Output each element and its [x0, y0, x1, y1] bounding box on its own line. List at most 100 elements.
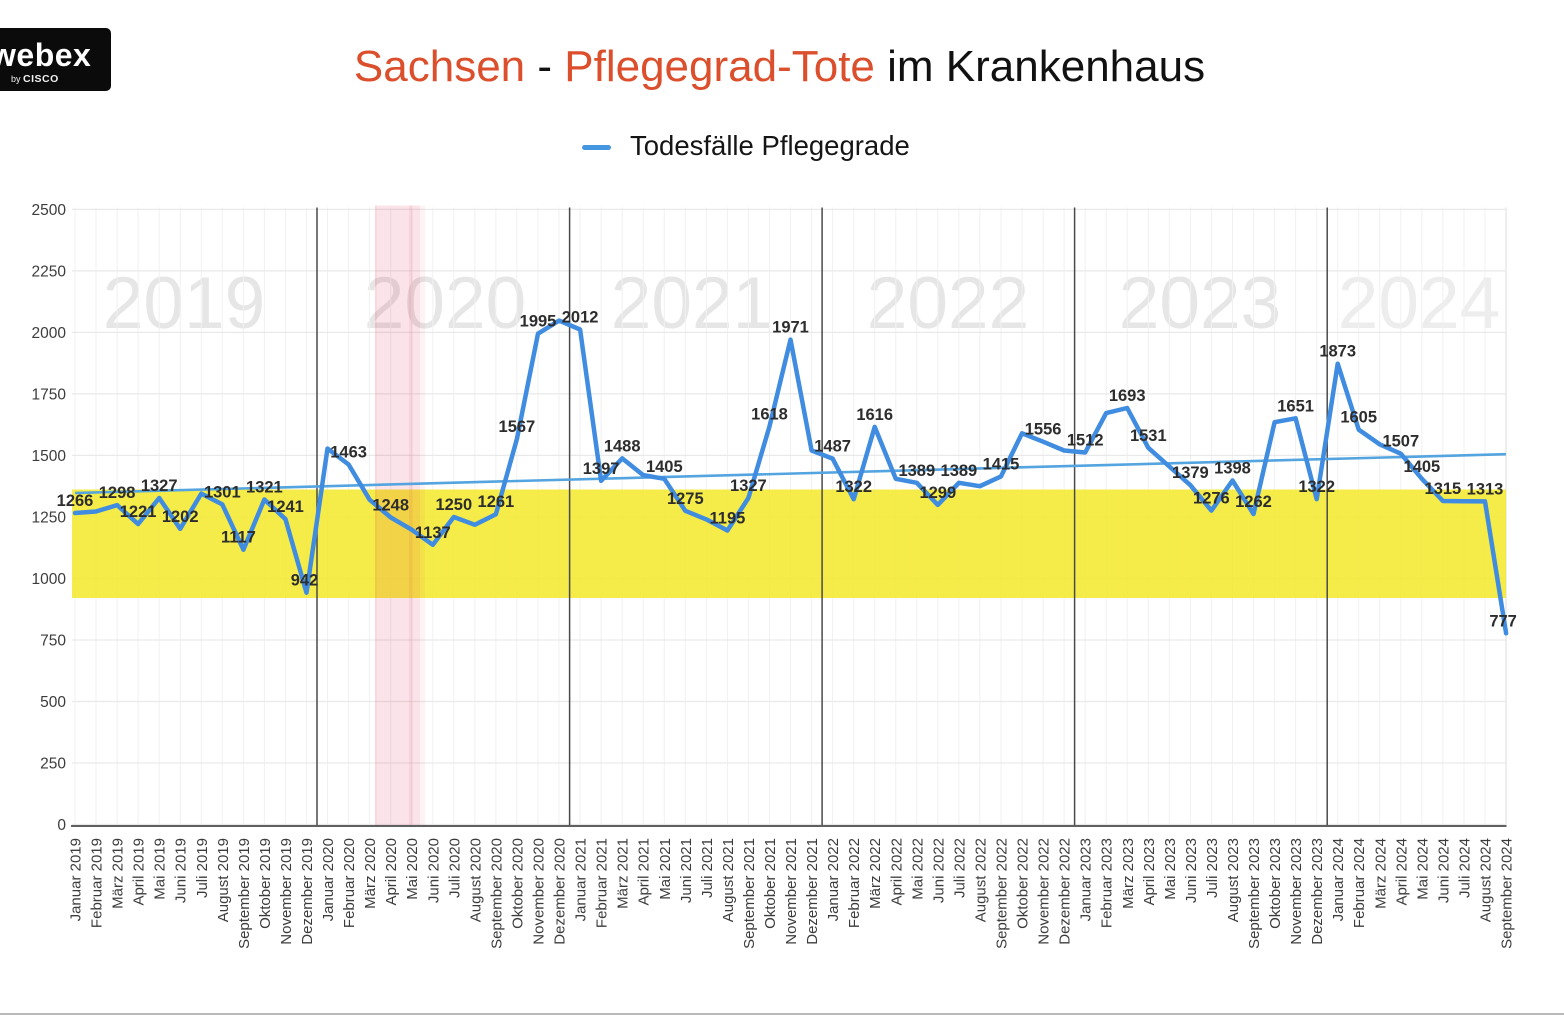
svg-text:September 2022: September 2022	[994, 838, 1011, 949]
svg-text:März 2021: März 2021	[615, 838, 632, 909]
svg-text:Oktober 2022: Oktober 2022	[1015, 838, 1032, 929]
svg-text:2021: 2021	[611, 263, 773, 344]
svg-text:März 2024: März 2024	[1372, 838, 1389, 909]
svg-text:750: 750	[40, 633, 66, 650]
svg-text:1995: 1995	[520, 313, 557, 331]
svg-text:November 2023: November 2023	[1288, 838, 1305, 945]
svg-text:1605: 1605	[1340, 409, 1377, 427]
svg-text:August 2024: August 2024	[1478, 838, 1495, 922]
svg-text:1512: 1512	[1067, 432, 1104, 450]
svg-text:Februar 2024: Februar 2024	[1351, 838, 1368, 928]
svg-text:Dezember 2022: Dezember 2022	[1057, 838, 1074, 945]
svg-text:1221: 1221	[120, 503, 157, 521]
svg-text:Juni 2019: Juni 2019	[173, 838, 190, 903]
svg-text:Februar 2021: Februar 2021	[594, 838, 611, 928]
svg-text:1616: 1616	[856, 406, 893, 424]
svg-text:1298: 1298	[99, 484, 136, 502]
svg-text:1463: 1463	[330, 444, 367, 462]
svg-text:1397: 1397	[583, 460, 620, 478]
svg-text:August 2023: August 2023	[1225, 838, 1242, 922]
svg-text:Dezember 2019: Dezember 2019	[299, 838, 316, 945]
svg-text:Juli 2024: Juli 2024	[1457, 838, 1474, 898]
svg-text:Juni 2022: Juni 2022	[930, 838, 947, 903]
svg-text:2012: 2012	[562, 309, 599, 327]
svg-text:1248: 1248	[372, 496, 409, 514]
svg-text:Juni 2021: Juni 2021	[678, 838, 695, 903]
svg-text:April 2022: April 2022	[888, 838, 905, 906]
svg-text:April 2024: April 2024	[1393, 838, 1410, 906]
svg-text:April 2023: April 2023	[1141, 838, 1158, 906]
svg-text:1487: 1487	[814, 438, 851, 456]
svg-text:1266: 1266	[57, 492, 94, 510]
svg-text:1415: 1415	[983, 455, 1020, 473]
svg-text:August 2020: August 2020	[467, 838, 484, 922]
svg-text:September 2019: September 2019	[236, 838, 253, 949]
svg-text:1275: 1275	[667, 490, 704, 508]
svg-text:1315: 1315	[1425, 480, 1462, 498]
svg-text:1301: 1301	[204, 483, 241, 501]
svg-text:1195: 1195	[710, 510, 746, 528]
svg-text:1276: 1276	[1193, 490, 1230, 508]
svg-text:1261: 1261	[478, 493, 515, 511]
svg-text:1405: 1405	[646, 458, 683, 476]
svg-text:März 2020: März 2020	[362, 838, 379, 909]
svg-text:Dezember 2021: Dezember 2021	[804, 838, 821, 945]
svg-text:777: 777	[1489, 612, 1517, 630]
svg-text:2250: 2250	[32, 263, 67, 280]
svg-text:November 2020: November 2020	[531, 838, 548, 945]
svg-text:1567: 1567	[499, 418, 536, 436]
svg-text:1327: 1327	[141, 477, 178, 495]
svg-text:Mai 2019: Mai 2019	[152, 838, 169, 900]
svg-text:Mai 2023: Mai 2023	[1162, 838, 1179, 900]
svg-text:942: 942	[291, 572, 319, 590]
svg-text:1262: 1262	[1235, 493, 1272, 511]
svg-text:1750: 1750	[32, 386, 67, 403]
svg-text:Juli 2020: Juli 2020	[446, 838, 463, 898]
svg-text:1250: 1250	[32, 510, 67, 527]
svg-text:Juli 2022: Juli 2022	[951, 838, 968, 898]
svg-text:Oktober 2021: Oktober 2021	[762, 838, 779, 929]
svg-text:1507: 1507	[1382, 433, 1419, 451]
svg-text:1117: 1117	[221, 529, 256, 547]
svg-text:Juli 2023: Juli 2023	[1204, 838, 1221, 898]
svg-text:Januar 2024: Januar 2024	[1330, 838, 1347, 921]
svg-text:2500: 2500	[32, 202, 67, 219]
svg-text:März 2022: März 2022	[867, 838, 884, 909]
svg-text:Oktober 2023: Oktober 2023	[1267, 838, 1284, 929]
svg-text:September 2024: September 2024	[1499, 838, 1516, 949]
svg-text:Februar 2022: Februar 2022	[846, 838, 863, 928]
svg-text:1531: 1531	[1130, 427, 1167, 445]
svg-text:November 2019: November 2019	[278, 838, 295, 945]
svg-text:Mai 2020: Mai 2020	[404, 838, 421, 900]
svg-text:November 2021: November 2021	[783, 838, 800, 945]
svg-text:1556: 1556	[1025, 421, 1062, 439]
svg-text:1322: 1322	[1298, 478, 1335, 496]
svg-text:1241: 1241	[267, 498, 304, 516]
svg-text:Juli 2021: Juli 2021	[699, 838, 716, 898]
svg-text:Oktober 2019: Oktober 2019	[257, 838, 274, 929]
svg-text:September 2023: September 2023	[1246, 838, 1263, 949]
svg-text:1488: 1488	[604, 437, 641, 455]
svg-text:Januar 2020: Januar 2020	[320, 838, 337, 921]
svg-text:1873: 1873	[1319, 343, 1356, 361]
svg-text:250: 250	[40, 756, 66, 773]
svg-text:November 2022: November 2022	[1036, 838, 1053, 945]
svg-text:1500: 1500	[32, 448, 67, 465]
svg-text:März 2019: März 2019	[110, 838, 127, 909]
svg-text:1971: 1971	[772, 319, 809, 337]
svg-text:Juni 2020: Juni 2020	[425, 838, 442, 903]
svg-text:1693: 1693	[1109, 387, 1146, 405]
svg-text:September 2020: September 2020	[488, 838, 505, 949]
svg-text:Februar 2019: Februar 2019	[89, 838, 106, 928]
svg-text:1398: 1398	[1214, 460, 1251, 478]
svg-text:2022: 2022	[867, 263, 1029, 344]
svg-text:Dezember 2020: Dezember 2020	[552, 838, 569, 945]
svg-text:Januar 2022: Januar 2022	[825, 838, 842, 921]
svg-text:März 2023: März 2023	[1120, 838, 1137, 909]
svg-text:Februar 2020: Februar 2020	[341, 838, 358, 928]
svg-text:Dezember 2023: Dezember 2023	[1309, 838, 1326, 945]
svg-text:Januar 2021: Januar 2021	[573, 838, 590, 921]
svg-text:April 2021: April 2021	[636, 838, 653, 906]
svg-text:2023: 2023	[1119, 263, 1281, 344]
svg-text:August 2022: August 2022	[972, 838, 989, 922]
